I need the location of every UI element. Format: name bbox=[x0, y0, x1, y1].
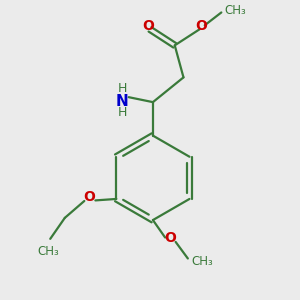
Text: O: O bbox=[142, 19, 154, 33]
Text: H: H bbox=[118, 82, 127, 95]
Text: CH₃: CH₃ bbox=[225, 4, 247, 16]
Text: O: O bbox=[84, 190, 95, 205]
Text: CH₃: CH₃ bbox=[191, 255, 213, 268]
Text: CH₃: CH₃ bbox=[37, 245, 59, 258]
Text: N: N bbox=[116, 94, 129, 109]
Text: O: O bbox=[195, 20, 207, 33]
Text: O: O bbox=[164, 231, 176, 245]
Text: H: H bbox=[118, 106, 127, 119]
